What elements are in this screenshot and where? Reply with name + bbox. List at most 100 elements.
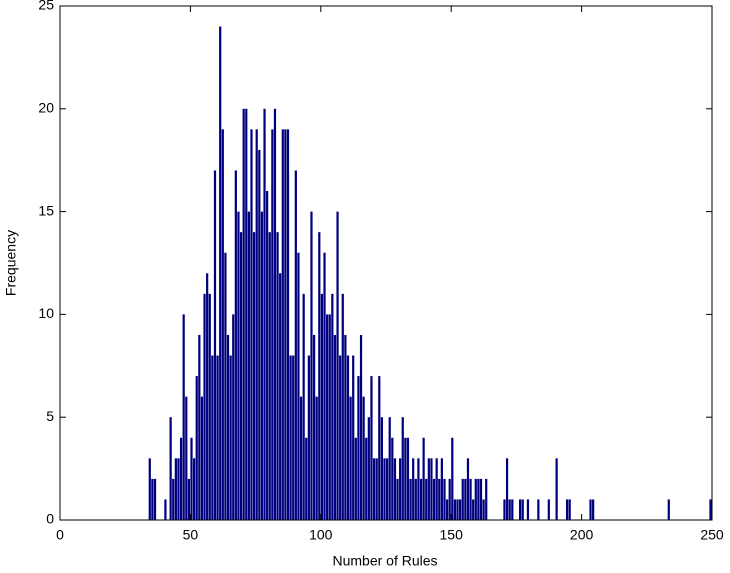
bar — [255, 129, 258, 521]
bar — [344, 334, 347, 520]
bar — [406, 437, 410, 520]
y-tick-label: 10 — [38, 305, 54, 321]
bar — [245, 108, 248, 521]
bar — [279, 273, 282, 520]
bar — [336, 211, 339, 520]
bar — [511, 499, 514, 520]
bar — [469, 478, 472, 520]
bar — [404, 437, 407, 520]
bar — [302, 293, 305, 520]
bar — [386, 458, 389, 520]
bar — [414, 478, 417, 520]
bar — [555, 458, 558, 520]
bar — [503, 499, 506, 520]
bar — [247, 211, 250, 520]
bar — [281, 129, 284, 521]
bar — [589, 499, 592, 520]
bar — [297, 252, 300, 520]
bar — [505, 458, 509, 520]
bar — [318, 232, 321, 520]
bar — [310, 211, 313, 520]
bar — [425, 478, 428, 520]
bar — [323, 252, 326, 520]
bar — [427, 458, 430, 520]
bar — [365, 437, 368, 520]
bar — [195, 376, 198, 520]
plot-frame — [59, 5, 713, 521]
bar — [438, 478, 441, 520]
bar — [284, 129, 287, 521]
bar — [179, 437, 183, 520]
bar — [547, 499, 550, 520]
bar — [151, 478, 154, 520]
bar — [237, 211, 240, 520]
bar — [271, 129, 274, 521]
bar — [221, 129, 224, 521]
bar — [709, 499, 712, 520]
bar — [211, 355, 214, 520]
bar — [252, 232, 256, 520]
bar — [430, 458, 433, 520]
bar — [341, 293, 344, 520]
bar — [177, 458, 180, 520]
bar — [153, 478, 157, 520]
bar — [391, 437, 394, 520]
bar — [352, 355, 355, 520]
bar — [412, 458, 415, 520]
bar — [260, 211, 264, 520]
bar — [456, 499, 459, 520]
bar — [521, 499, 524, 520]
bar — [326, 314, 329, 520]
bar — [443, 478, 446, 520]
bar — [354, 437, 357, 520]
bar — [422, 437, 425, 520]
bar — [286, 129, 290, 521]
bar — [477, 478, 480, 520]
bar — [239, 232, 243, 520]
bar — [172, 478, 175, 520]
bar — [182, 314, 185, 520]
bar — [234, 170, 237, 521]
bar — [472, 499, 475, 520]
y-tick-label: 15 — [38, 202, 54, 218]
bar — [224, 252, 227, 520]
bar — [185, 396, 188, 520]
bar — [250, 129, 253, 521]
bar — [461, 478, 464, 520]
bar — [372, 458, 376, 520]
bar — [474, 478, 477, 520]
bar — [568, 499, 571, 520]
x-tick-label: 0 — [56, 527, 64, 543]
bar — [206, 273, 209, 520]
x-tick-label: 100 — [309, 527, 333, 543]
bar — [299, 396, 303, 520]
bar — [148, 458, 151, 520]
bar — [383, 458, 386, 520]
bar — [208, 293, 211, 520]
bar — [453, 499, 457, 520]
bar — [419, 478, 423, 520]
bar — [258, 149, 261, 521]
bar — [320, 293, 324, 520]
bar — [380, 417, 384, 520]
bar — [294, 170, 297, 521]
bar — [667, 499, 670, 520]
bar — [393, 458, 397, 520]
bar — [466, 458, 470, 520]
bar — [362, 396, 365, 520]
bar — [464, 478, 467, 520]
x-tick-label: 250 — [700, 527, 724, 543]
y-axis-label: Frequency — [3, 230, 19, 296]
bar — [409, 478, 412, 520]
bar — [359, 334, 363, 520]
bar — [508, 499, 511, 520]
bar — [378, 376, 381, 520]
bar — [242, 108, 245, 521]
bar — [164, 499, 167, 520]
bar — [232, 314, 235, 520]
bar — [357, 376, 360, 520]
bar — [440, 458, 443, 520]
bar — [174, 458, 177, 520]
x-axis-label: Number of Rules — [332, 553, 437, 569]
